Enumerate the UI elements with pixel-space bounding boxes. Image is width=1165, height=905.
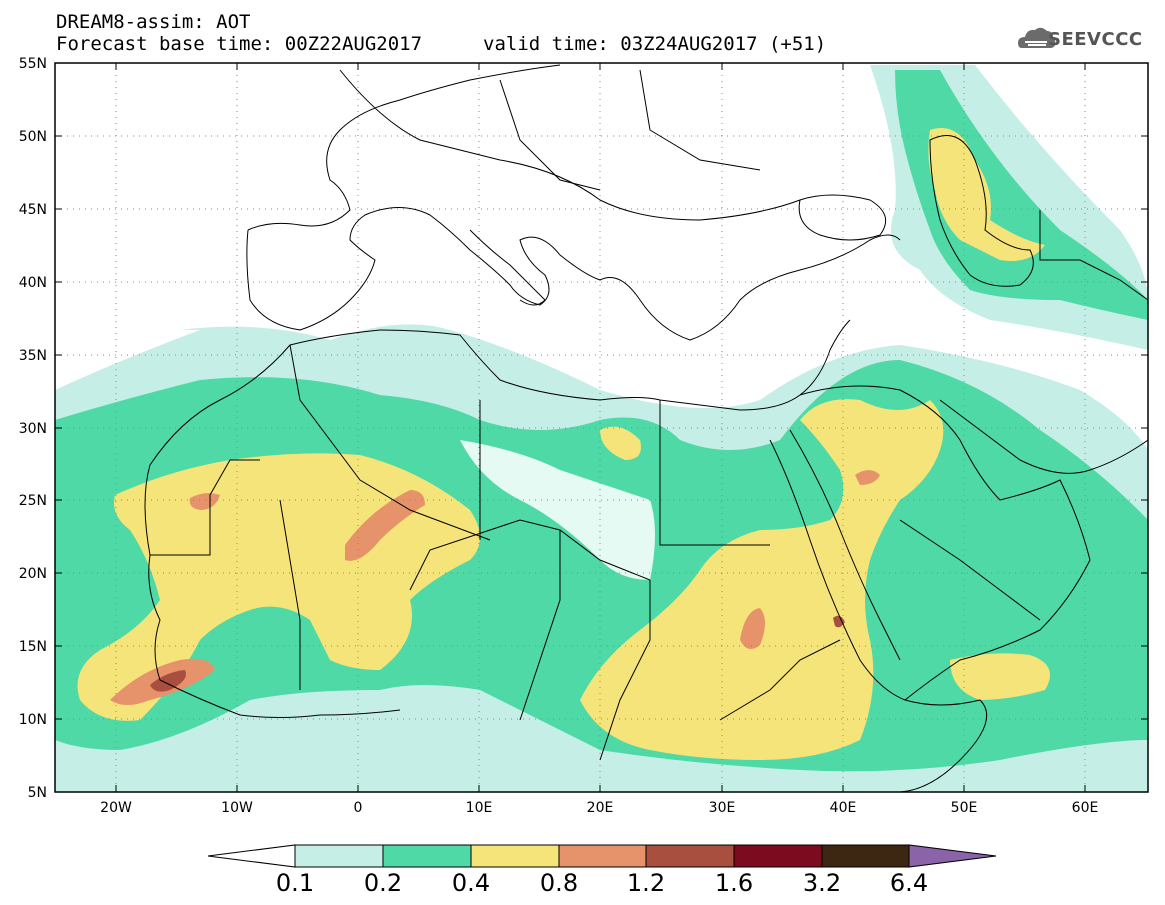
lon-label: 10E [466, 800, 493, 816]
colorbar [207, 844, 997, 868]
cloud-icon [1018, 27, 1056, 48]
lat-label: 15N [19, 639, 47, 655]
lon-label: 20E [587, 800, 614, 816]
colorbar-label: 0.8 [539, 869, 579, 897]
colorbar-swatch [294, 844, 384, 868]
lon-label: 50E [951, 800, 978, 816]
lat-label: 40N [19, 275, 47, 291]
colorbar-label: 0.2 [363, 869, 403, 897]
lon-label: 40E [830, 800, 857, 816]
colorbar-extend-high [908, 844, 997, 868]
aot-field [55, 63, 1148, 792]
colorbar-swatch [645, 844, 735, 868]
colorbar-label: 6.4 [889, 869, 929, 897]
lat-label: 20N [19, 566, 47, 582]
lon-label: 0 [354, 800, 363, 816]
forecast-times: Forecast base time: 00Z22AUG2017 valid ti… [56, 33, 826, 55]
colorbar-swatch [382, 844, 472, 868]
lon-label: 10W [221, 800, 253, 816]
colorbar-extend-low [207, 844, 296, 868]
lon-labels: 20W 10W 0 10E 20E 30E 40E 50E 60E [100, 800, 1098, 816]
colorbar-label: 1.2 [626, 869, 666, 897]
colorbar-label: 3.2 [802, 869, 842, 897]
colorbar-swatch [821, 844, 910, 868]
lon-label: 30E [709, 800, 736, 816]
base-time: Forecast base time: 00Z22AUG2017 [56, 33, 423, 55]
colorbar-swatch [733, 844, 823, 868]
colorbar-label: 1.6 [714, 869, 754, 897]
colorbar-swatch [558, 844, 647, 868]
map-title: DREAM8-assim: AOT [56, 11, 251, 33]
colorbar-swatch [470, 844, 560, 868]
lat-label: 30N [19, 421, 47, 437]
lat-label: 45N [19, 202, 47, 218]
lat-label: 55N [19, 56, 47, 72]
lon-label: 60E [1072, 800, 1099, 816]
lat-label: 5N [28, 785, 47, 801]
graticule [55, 63, 1148, 792]
colorbar-label: 0.1 [275, 869, 315, 897]
lat-labels: 55N 50N 45N 40N 35N 30N 25N 20N 15N 10N … [19, 56, 47, 801]
aot-clear-patches [55, 330, 655, 580]
coastlines-borders [144, 64, 1148, 792]
lat-label: 50N [19, 129, 47, 145]
logo-text: SEEVCCC [1048, 29, 1143, 50]
colorbar-label: 0.4 [451, 869, 491, 897]
lat-label: 10N [19, 712, 47, 728]
lat-label: 35N [19, 348, 47, 364]
lon-label: 20W [100, 800, 132, 816]
aot-band-1.2 [150, 615, 845, 692]
tick-marks [55, 62, 1148, 793]
lat-label: 25N [19, 493, 47, 509]
valid-time: valid time: 03Z24AUG2017 (+51) [483, 33, 827, 55]
